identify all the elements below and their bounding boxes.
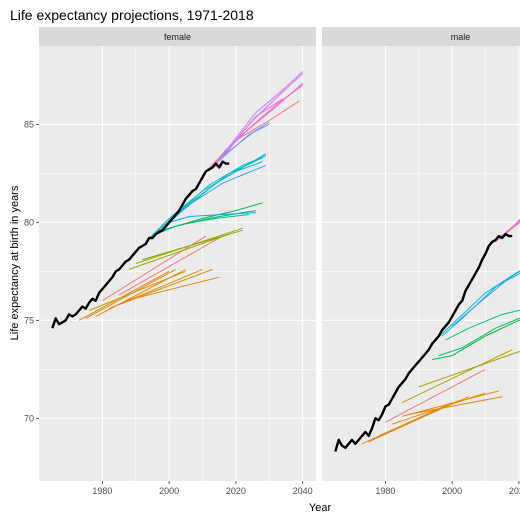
facet-female-strip <box>39 27 316 46</box>
chart-title: Life expectancy projections, 1971-2018 <box>10 7 254 23</box>
projection-line <box>128 233 230 270</box>
projection-line <box>118 237 220 296</box>
projection-line <box>432 319 520 360</box>
facet-female-series <box>51 71 304 329</box>
projection-line <box>418 350 520 388</box>
projection-line <box>142 229 243 261</box>
projection-line <box>505 219 520 235</box>
projection-line <box>445 309 520 341</box>
facet-female-label: female <box>164 32 191 42</box>
projection-line <box>175 157 263 215</box>
projection-line <box>168 165 267 221</box>
projection-line <box>152 155 267 237</box>
x-tick-label: 1980 <box>92 486 112 496</box>
projection-line <box>451 272 520 327</box>
y-axis-title: Life expectancy at birth in years <box>9 185 21 340</box>
projection-line <box>435 270 520 341</box>
observed-line <box>334 232 513 452</box>
projection-line <box>401 390 500 417</box>
y-tick-label: 75 <box>24 315 34 325</box>
y-tick-label: 85 <box>24 119 34 129</box>
y-tick-label: 70 <box>24 413 34 423</box>
projection-line <box>222 98 283 159</box>
projection-line <box>162 214 250 231</box>
x-tick-label: 2000 <box>159 486 179 496</box>
y-tick-label: 80 <box>24 217 34 227</box>
projection-line <box>155 210 256 235</box>
facet-female-panel <box>39 46 316 481</box>
axes: 1980 2000 2020 2040 1980 2000 2020 70 75 80 85 <box>24 119 520 496</box>
projection-line <box>408 396 503 415</box>
x-tick-label: 1980 <box>375 486 395 496</box>
facet-male-series <box>334 218 520 452</box>
projection-line <box>218 71 304 160</box>
x-tick-label: 2020 <box>226 486 246 496</box>
projection-line <box>222 121 270 157</box>
projection-line <box>498 219 520 239</box>
x-tick-label: 2040 <box>293 486 313 496</box>
facet-male-grid <box>322 46 520 481</box>
projection-line <box>88 270 186 311</box>
facet-male-panel <box>322 46 520 481</box>
projection-line <box>385 368 486 423</box>
projection-line <box>441 270 520 337</box>
x-tick-label: 2020 <box>509 486 520 496</box>
projection-line <box>438 317 520 357</box>
facet-male-label: male <box>451 32 471 42</box>
facet-male-strip <box>322 27 520 46</box>
projection-line <box>125 276 220 302</box>
x-tick-label: 2000 <box>442 486 462 496</box>
projection-line <box>401 349 513 404</box>
x-axis-title: Year <box>309 502 332 514</box>
observed-line <box>51 160 230 329</box>
projection-line <box>102 235 207 302</box>
facet-female-grid <box>39 46 316 481</box>
projection-line <box>169 212 256 223</box>
